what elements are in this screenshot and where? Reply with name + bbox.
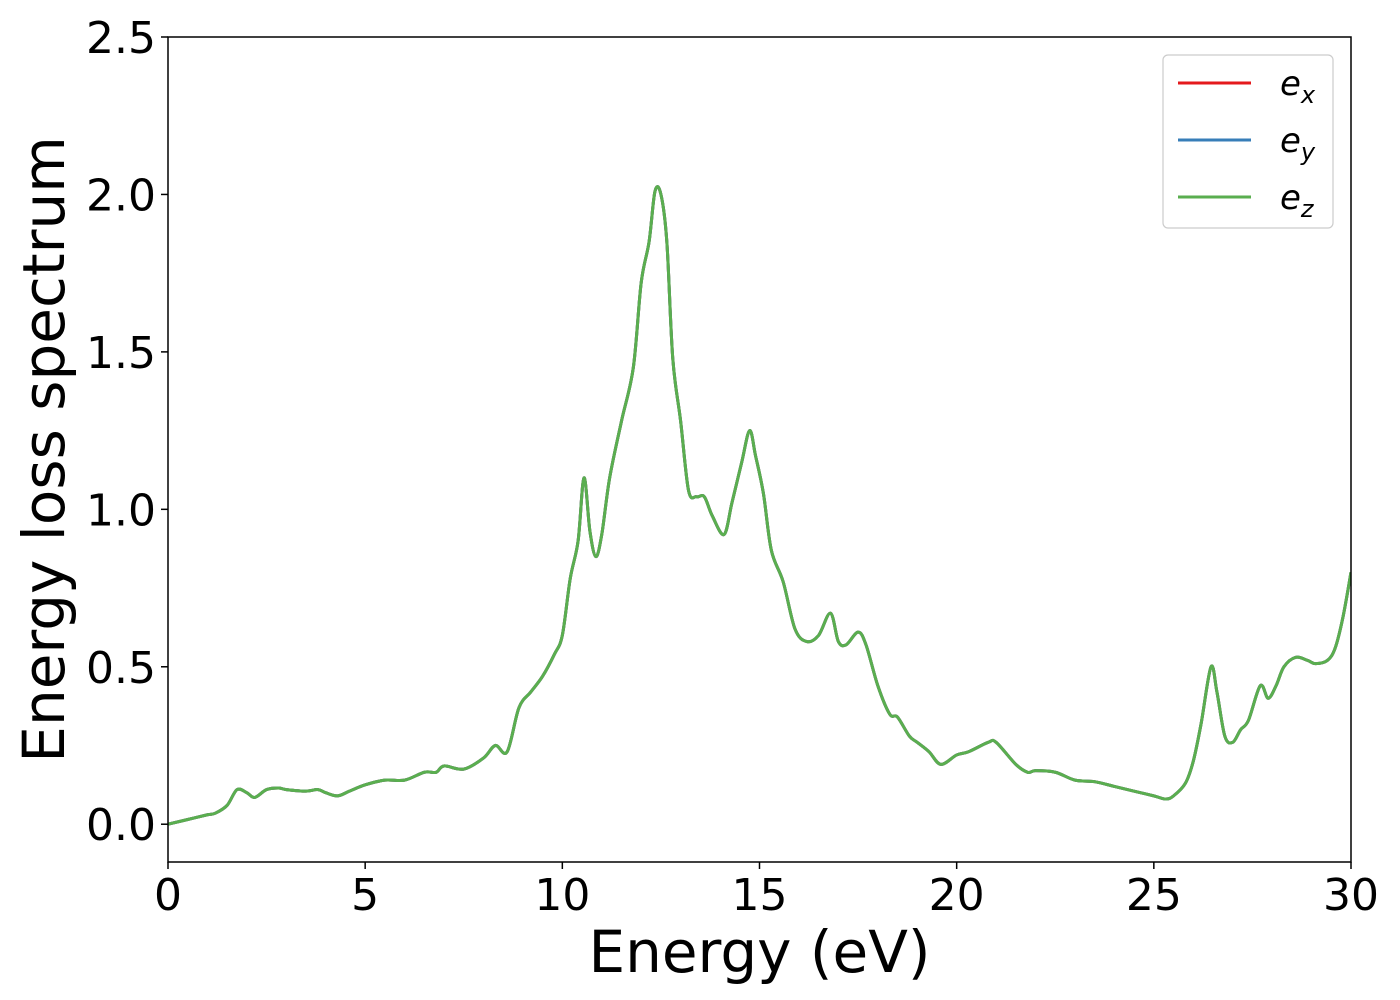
legend-label-y: ey [1280,121,1316,166]
series-layer [168,185,1351,826]
legend-label-sub: x [1300,81,1316,109]
y-tick-label: 0.0 [86,800,156,851]
series-line-z [168,185,1351,826]
y-tick-label: 1.0 [86,485,156,536]
legend-label-base: e [1280,178,1301,218]
series-line-y [168,185,1351,826]
x-tick-label: 15 [732,870,788,921]
y-axis-label: Energy loss spectrum [10,136,78,762]
y-tick-label: 0.5 [86,643,156,694]
y-tick-label: 2.0 [86,170,156,221]
legend-label-sub: y [1300,138,1316,166]
x-tick-label: 25 [1126,870,1182,921]
y-tick-label: 1.5 [86,328,156,379]
y-tick-label: 2.5 [86,13,156,64]
legend-label-base: e [1280,121,1301,161]
legend-label-x: ex [1280,64,1316,109]
x-axis-label: Energy (eV) [588,918,930,986]
x-tick-label: 20 [929,870,985,921]
x-axis-ticks: 0 5 10 15 20 25 30 [154,862,1379,921]
series-line-x [168,185,1351,826]
x-tick-label: 10 [534,870,590,921]
x-tick-label: 0 [154,870,182,921]
legend-label-base: e [1280,64,1301,104]
legend-label-z: ez [1280,178,1315,223]
y-axis-ticks: 0.0 0.5 1.0 1.5 2.0 2.5 [86,13,168,851]
x-tick-label: 5 [351,870,379,921]
legend-label-sub: z [1300,195,1315,223]
x-tick-label: 30 [1323,870,1379,921]
